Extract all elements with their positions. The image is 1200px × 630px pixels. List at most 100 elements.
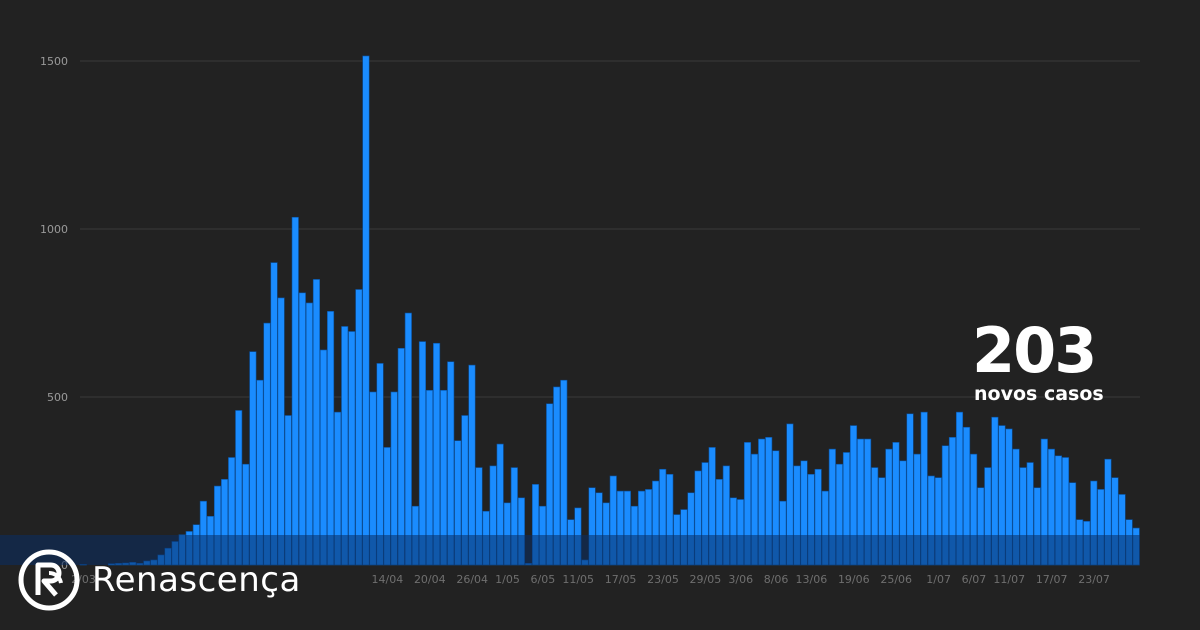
bar	[475, 467, 483, 566]
bar	[1005, 428, 1013, 566]
y-tick-label: 1000	[40, 223, 68, 236]
bar	[899, 460, 907, 566]
bar	[913, 453, 921, 566]
bar	[984, 467, 992, 566]
bar	[800, 460, 808, 566]
bar	[743, 442, 752, 566]
bar	[645, 489, 653, 566]
bar	[546, 403, 554, 566]
bar	[1047, 448, 1055, 566]
y-tick-label: 0	[61, 559, 68, 572]
bar	[637, 490, 646, 566]
bar	[1012, 448, 1020, 566]
x-tick-label: 23/05	[647, 573, 679, 586]
x-tick-label: 23/07	[1078, 573, 1110, 586]
bar	[319, 349, 328, 566]
bar	[489, 465, 497, 566]
bar	[1033, 487, 1041, 566]
bar	[263, 322, 271, 566]
x-tick-label: 11/05	[562, 573, 594, 586]
x-tick-label: 3/06	[728, 573, 753, 586]
new-cases-label: novos casos	[974, 383, 1104, 405]
y-tick-label: 500	[47, 391, 68, 404]
bar	[970, 453, 978, 566]
bar	[418, 341, 427, 566]
bar	[383, 447, 391, 566]
bar	[616, 490, 624, 566]
bar	[235, 410, 243, 566]
bar	[496, 443, 504, 566]
x-tick-label: 29/05	[690, 573, 722, 586]
bar	[256, 379, 264, 566]
x-tick-label: 17/07	[1036, 573, 1068, 586]
bar	[885, 448, 893, 566]
new-cases-number: 203	[972, 314, 1097, 387]
bar	[1097, 489, 1105, 566]
bar	[659, 468, 667, 566]
bar	[327, 311, 335, 566]
x-tick-label: 25/06	[880, 573, 912, 586]
bar	[369, 391, 377, 566]
bar	[199, 500, 207, 566]
bar	[1090, 480, 1098, 566]
bar	[468, 364, 476, 566]
bar	[878, 477, 886, 566]
bar	[1061, 457, 1070, 566]
bar	[433, 342, 441, 566]
bar	[1118, 494, 1126, 566]
bar	[998, 425, 1006, 566]
bar	[779, 500, 787, 566]
bar	[270, 262, 278, 566]
bar	[857, 438, 865, 566]
bar	[1040, 438, 1048, 566]
bar	[1026, 462, 1034, 566]
y-axis-ticks: 0 500 1000 1500	[40, 55, 68, 572]
bottom-overlay-band	[0, 535, 1140, 565]
bar	[595, 492, 603, 566]
bar	[284, 415, 292, 566]
bar	[588, 487, 596, 566]
bar	[955, 411, 964, 566]
bar	[934, 477, 942, 566]
bar	[687, 492, 695, 566]
bar	[892, 442, 900, 566]
bar	[864, 438, 872, 566]
bar	[652, 480, 660, 566]
bar	[609, 475, 617, 566]
x-tick-label: 14/04	[372, 573, 404, 586]
bar	[666, 473, 674, 566]
bar	[242, 463, 250, 566]
bar	[948, 437, 957, 566]
bar	[305, 302, 313, 566]
bar	[694, 470, 702, 566]
bar	[447, 361, 455, 566]
bar	[927, 475, 935, 566]
bar	[906, 413, 914, 566]
bar	[355, 289, 363, 566]
bar	[503, 502, 511, 566]
bar	[517, 497, 525, 566]
bar	[553, 386, 561, 566]
brand-logo-block: Renascença	[18, 549, 301, 611]
bar	[249, 351, 257, 566]
bar	[729, 497, 737, 566]
bar	[871, 467, 879, 566]
bar	[977, 487, 985, 566]
bar	[786, 423, 794, 566]
bar	[920, 411, 928, 566]
x-tick-label: 6/05	[531, 573, 556, 586]
renascenca-rr-logo-icon	[18, 549, 80, 611]
x-tick-label: 6/07	[962, 573, 987, 586]
bar	[362, 55, 370, 566]
bar	[461, 415, 469, 566]
bar	[963, 426, 971, 566]
bar	[510, 467, 518, 566]
bar	[623, 490, 631, 566]
x-tick-label: 11/07	[993, 573, 1025, 586]
x-tick-label: 8/06	[764, 573, 789, 586]
bar	[765, 437, 773, 566]
bar	[1054, 455, 1062, 566]
x-tick-label: 13/06	[796, 573, 828, 586]
bar	[390, 391, 398, 566]
